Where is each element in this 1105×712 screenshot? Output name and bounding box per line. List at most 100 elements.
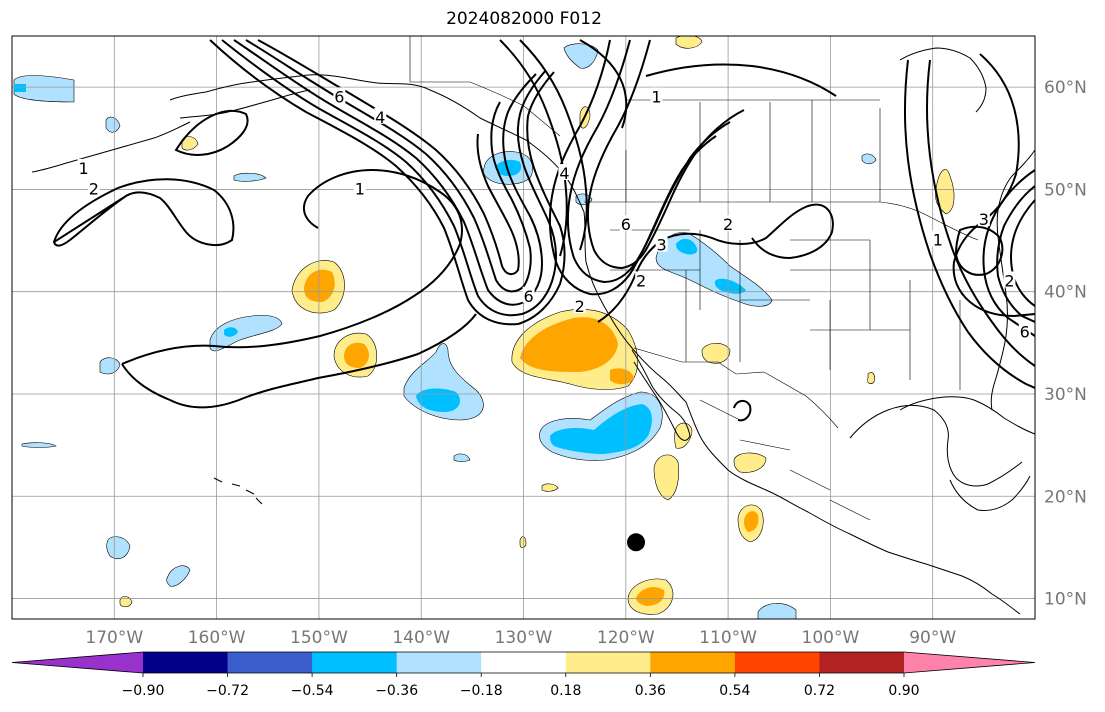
shade-negative-gulf-alaska xyxy=(563,43,599,69)
shade-positive-145w-core xyxy=(344,342,369,368)
contour-label-background xyxy=(1003,271,1016,288)
contour-line xyxy=(586,39,745,270)
latitude-tick-label: 10°N xyxy=(1044,590,1087,610)
shade-positive-small-1 xyxy=(119,596,133,608)
contour-line xyxy=(1010,199,1035,307)
contour-line xyxy=(954,225,1004,276)
shade-negative-nevada-core-2 xyxy=(714,278,746,294)
colorbar-segment xyxy=(819,652,905,673)
contour-label: 3 xyxy=(979,210,989,229)
contour-line xyxy=(245,39,532,293)
border-alaska-canada xyxy=(409,36,561,137)
contour-line xyxy=(733,400,752,422)
shade-negative-nevada-core xyxy=(676,238,698,255)
colorbar-segment xyxy=(734,652,820,673)
coastline-hudson-region xyxy=(899,47,987,113)
shade-negative-small-9 xyxy=(861,153,877,165)
colorbar-extend-min xyxy=(12,652,143,673)
shade-negative-tropics xyxy=(757,603,797,619)
contour-line xyxy=(221,39,557,317)
contour-line xyxy=(209,39,566,326)
latitude-tick-label: 40°N xyxy=(1044,283,1087,303)
contour-line xyxy=(233,39,544,306)
contour-label-background xyxy=(558,164,571,181)
contour-label: 2 xyxy=(723,215,733,234)
colorbar-segment xyxy=(143,652,229,673)
contour-line xyxy=(499,39,568,257)
longitude-tick-label: 100°W xyxy=(802,628,860,648)
longitude-tick-label: 160°W xyxy=(188,628,246,648)
contour-label: 1 xyxy=(79,159,89,178)
shade-positive-great-lakes xyxy=(935,169,955,215)
contour-label-background xyxy=(722,215,735,232)
contour-label: 3 xyxy=(657,236,667,255)
longitude-tick-label: 110°W xyxy=(699,628,757,648)
shade-positive-alaska xyxy=(675,36,703,49)
shade-positive-mexico-coast xyxy=(653,454,679,501)
shade-negative-dateline xyxy=(13,75,75,103)
contour-label: 2 xyxy=(1004,271,1014,290)
contour-line xyxy=(982,169,1035,337)
contour-label: 4 xyxy=(375,108,385,127)
colorbar-segment xyxy=(312,652,398,673)
colorbar-extend-max xyxy=(904,652,1035,673)
latitude-tick-label: 60°N xyxy=(1044,78,1087,98)
coastline-baja xyxy=(631,349,691,441)
shade-negative-dateline-core xyxy=(14,84,26,92)
shade-negative-small-3 xyxy=(99,357,121,375)
shade-positive-small-4 xyxy=(867,372,875,384)
coastline-east-us xyxy=(990,149,1035,411)
longitude-tick-label: 120°W xyxy=(597,628,655,648)
figure-title: 2024082000 F012 xyxy=(446,9,602,29)
shade-negative-small-6 xyxy=(21,442,57,448)
shade-positive-baja-core xyxy=(610,368,634,385)
contour-line xyxy=(645,63,837,97)
shade-positive-150w-core xyxy=(304,269,335,302)
border-us-mexico xyxy=(633,347,839,429)
contour-label: 1 xyxy=(651,87,661,106)
longitude-tick-label: 130°W xyxy=(495,628,553,648)
contour-label-background xyxy=(374,107,387,124)
contour-line xyxy=(579,39,628,129)
shade-negative-bc-coast-core xyxy=(496,159,522,176)
contour-label: 1 xyxy=(933,231,943,250)
colorbar-segment xyxy=(227,652,313,673)
contour-line xyxy=(566,39,731,284)
contour-line xyxy=(52,178,235,247)
colorbar-tick-label: 0.54 xyxy=(719,683,750,699)
border-canada-provinces xyxy=(625,99,881,202)
coastline-aleutians xyxy=(31,121,191,173)
contour-label: 6 xyxy=(621,215,631,234)
border-us-states xyxy=(610,229,961,390)
border-us-canada xyxy=(584,201,979,241)
contour-label-background xyxy=(635,271,648,288)
coastline-gulf-of-mexico xyxy=(849,396,1035,487)
colorbar-tick-label: −0.72 xyxy=(206,683,249,699)
shade-negative-small-1 xyxy=(106,536,131,559)
contour-label: 2 xyxy=(89,179,99,198)
colorbar-segment xyxy=(481,652,567,673)
latitude-tick-label: 30°N xyxy=(1044,385,1087,405)
map-frame xyxy=(11,35,1036,620)
contour-label-background xyxy=(573,297,586,314)
coastline-north-america-west xyxy=(299,74,927,565)
colorbar-tick-label: 0.90 xyxy=(888,683,919,699)
contour-label: 4 xyxy=(559,164,569,183)
contour-label-background xyxy=(619,215,632,232)
contour-line xyxy=(926,59,1035,367)
contour-label-background xyxy=(522,286,535,303)
contour-line xyxy=(904,59,1035,389)
shade-positive-mexico-coast-2 xyxy=(733,452,767,473)
contour-label-background xyxy=(931,230,944,247)
contour-line xyxy=(174,109,249,156)
latitude-tick-label: 20°N xyxy=(1044,487,1087,507)
shade-positive-small-3 xyxy=(519,536,527,549)
longitude-tick-label: 90°W xyxy=(909,628,956,648)
coastline-islands-hawaii xyxy=(213,477,263,505)
contour-label-background xyxy=(650,87,663,104)
shade-negative-small-4 xyxy=(105,116,121,133)
longitude-labels: 170°W 160°W 150°W 140°W 130°W 120°W 110°W 100°W… xyxy=(85,628,956,648)
contour-label: 2 xyxy=(575,297,585,316)
